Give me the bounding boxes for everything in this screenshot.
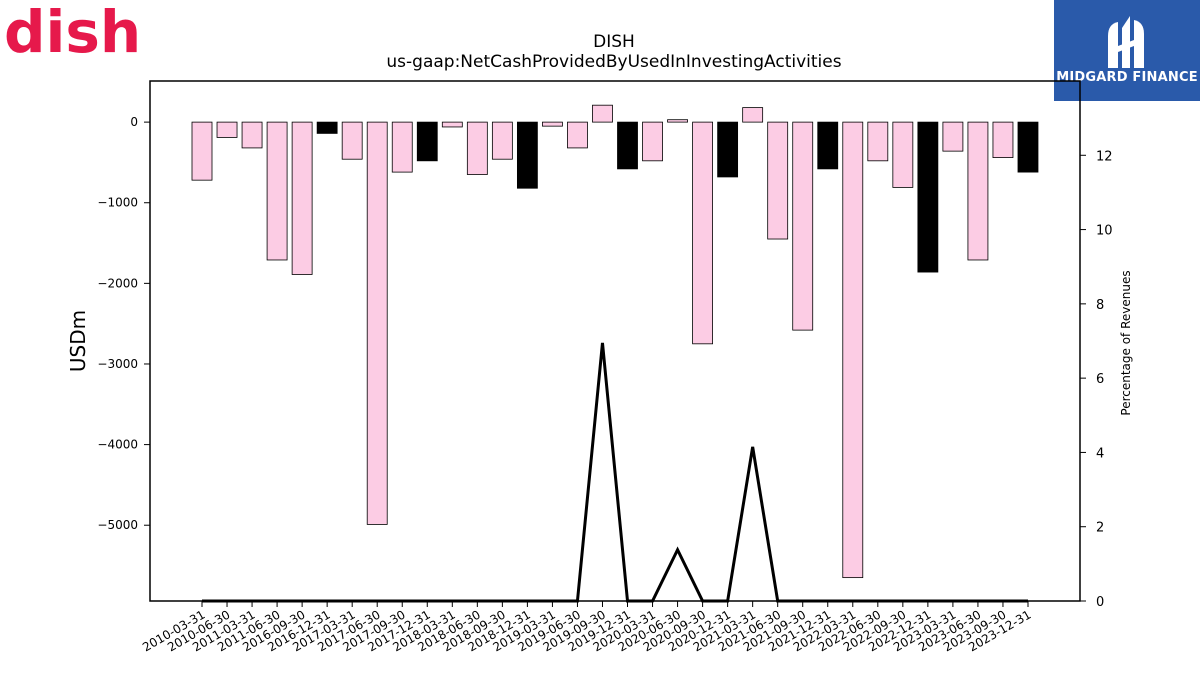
y-tick-label: −5000 bbox=[97, 518, 138, 532]
bar-2011-03-31 bbox=[241, 121, 263, 149]
dish-logo-text: dish bbox=[4, 2, 140, 58]
bar-2010-03-31 bbox=[191, 121, 213, 181]
bar-2019-12-31 bbox=[617, 121, 638, 170]
chart-title: DISH bbox=[593, 32, 635, 52]
y-tick-label: −4000 bbox=[97, 438, 138, 452]
y2-tick-label: 10 bbox=[1096, 224, 1113, 239]
bar-2018-09-30 bbox=[491, 121, 513, 160]
bar-2021-09-30 bbox=[792, 121, 814, 331]
bar-2020-03-31 bbox=[642, 121, 663, 162]
dish-logo: dish bbox=[4, 0, 141, 66]
brand-name: MIDGARD FINANCE bbox=[1056, 70, 1198, 85]
bar-2023-09-30 bbox=[992, 121, 1014, 158]
bar-2020-09-30 bbox=[692, 121, 713, 345]
midgard-finance-logo: MIDGARD FINANCE bbox=[1054, 0, 1200, 101]
bar-2017-06-30 bbox=[366, 121, 388, 525]
y2-tick-label: 12 bbox=[1096, 149, 1113, 164]
bar-2022-09-30 bbox=[892, 121, 914, 188]
bar-2019-03-31 bbox=[542, 121, 563, 127]
y2-tick-label: 2 bbox=[1096, 521, 1104, 536]
bar-2020-06-30 bbox=[667, 119, 688, 123]
axes-group: 0−1000−2000−3000−4000−50000246810122010-… bbox=[66, 80, 1133, 654]
dish-logo-mark: dish bbox=[4, 0, 141, 66]
bar-2021-12-31 bbox=[817, 121, 839, 170]
bar-2018-12-31 bbox=[516, 121, 538, 189]
bar-2021-03-31 bbox=[742, 107, 764, 123]
y-tick-label: −2000 bbox=[97, 276, 138, 290]
bar-2017-03-31 bbox=[341, 121, 363, 160]
y2-tick-label: 4 bbox=[1096, 446, 1104, 461]
bar-2016-09-30 bbox=[291, 121, 313, 275]
y2-axis-label: Percentage of Revenues bbox=[1119, 270, 1133, 415]
bar-2017-12-31 bbox=[416, 121, 438, 162]
bar-2018-06-30 bbox=[466, 121, 488, 175]
percentage-line bbox=[202, 342, 1028, 603]
y2-tick-label: 8 bbox=[1096, 298, 1104, 313]
bar-2019-06-30 bbox=[567, 121, 588, 149]
bar-2023-06-30 bbox=[967, 121, 989, 261]
y-tick-label: −3000 bbox=[97, 357, 138, 371]
bar-2010-06-30 bbox=[216, 121, 238, 138]
y-axis-label: USDm bbox=[66, 310, 90, 372]
bar-2022-06-30 bbox=[867, 121, 889, 162]
bar-group bbox=[191, 104, 1039, 579]
bar-2022-12-31 bbox=[917, 121, 939, 273]
bar-2020-12-31 bbox=[717, 121, 739, 178]
y-tick-label: 0 bbox=[130, 115, 138, 129]
plot-frame bbox=[149, 80, 1081, 602]
chart-subtitle: us-gaap:NetCashProvidedByUsedInInvesting… bbox=[386, 52, 842, 72]
bar-2023-12-31 bbox=[1017, 121, 1039, 173]
y2-tick-label: 0 bbox=[1096, 595, 1104, 610]
bar-2021-06-30 bbox=[767, 121, 789, 240]
bar-2016-12-31 bbox=[316, 121, 338, 134]
bar-2019-09-30 bbox=[592, 104, 613, 123]
bar-2018-03-31 bbox=[441, 121, 463, 128]
bar-2023-03-31 bbox=[942, 121, 964, 152]
y2-tick-label: 6 bbox=[1096, 372, 1104, 387]
bar-2011-06-30 bbox=[266, 121, 288, 261]
bar-2022-03-31 bbox=[842, 121, 864, 579]
midgard-emblem-icon bbox=[1108, 16, 1144, 68]
y-tick-label: −1000 bbox=[97, 196, 138, 210]
bar-2017-09-30 bbox=[391, 121, 413, 173]
